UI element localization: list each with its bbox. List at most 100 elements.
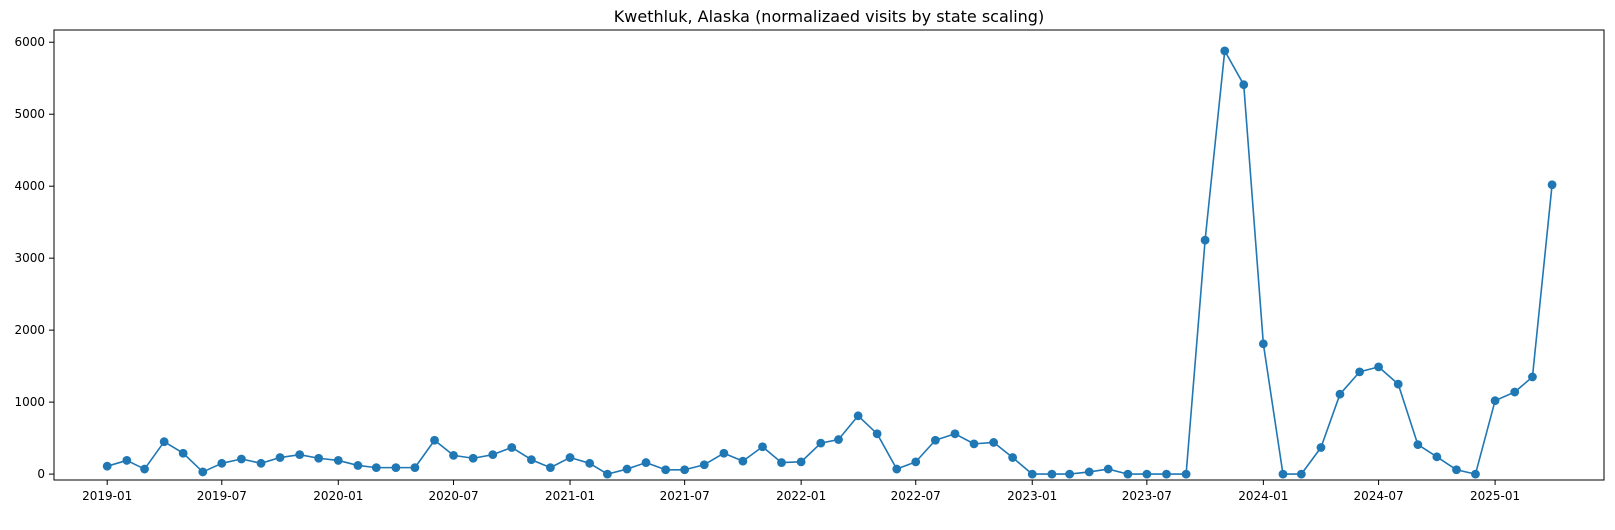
data-point: [371, 463, 381, 473]
y-tick-label: 4000: [14, 179, 45, 193]
data-point: [102, 461, 112, 471]
x-tick-label: 2019-01: [82, 489, 132, 503]
y-tick-label: 6000: [14, 35, 45, 49]
data-point: [585, 458, 595, 468]
data-point: [1547, 180, 1557, 190]
data-point: [1065, 469, 1074, 479]
data-point: [217, 458, 227, 468]
data-point: [1528, 372, 1537, 382]
series-layer: [102, 46, 1557, 479]
data-point: [969, 439, 979, 449]
data-point: [256, 458, 266, 468]
data-point: [853, 411, 863, 421]
data-point: [989, 438, 999, 447]
x-tick-label: 2021-07: [660, 489, 710, 503]
data-point: [1008, 453, 1018, 462]
x-tick-label: 2022-07: [891, 489, 941, 503]
x-axis-ticks: 2019-01 2019-07 2020-01 2020-07 2021-01 2021-…: [82, 480, 1520, 503]
data-point: [680, 465, 690, 475]
data-point: [546, 463, 555, 473]
data-point: [796, 457, 806, 467]
data-point: [816, 438, 826, 448]
data-point: [178, 448, 188, 458]
y-tick-label: 3000: [14, 251, 45, 265]
data-point: [237, 454, 246, 464]
data-point: [911, 457, 921, 467]
x-tick-label: 2020-01: [313, 489, 363, 503]
data-point: [488, 450, 498, 460]
data-point: [1027, 469, 1037, 479]
data-point: [275, 453, 285, 462]
x-tick-label: 2023-07: [1122, 489, 1172, 503]
data-point: [1355, 367, 1364, 377]
data-point: [1490, 396, 1500, 406]
chart-title: Kwethluk, Alaska (normalizaed visits by …: [614, 7, 1044, 26]
data-point: [1258, 339, 1268, 349]
data-point: [507, 443, 517, 452]
x-tick-label: 2020-07: [428, 489, 478, 503]
data-point: [565, 453, 575, 462]
data-point: [930, 435, 940, 445]
data-point: [1181, 469, 1191, 479]
data-point: [758, 442, 767, 452]
data-point: [1393, 379, 1403, 389]
x-tick-label: 2024-07: [1354, 489, 1404, 503]
data-point: [622, 464, 632, 474]
data-point: [641, 458, 651, 467]
y-axis-ticks: 0 1000 2000 3000 4000 5000 6000: [14, 35, 54, 481]
data-point: [1200, 235, 1210, 245]
data-point: [1220, 46, 1230, 56]
data-point: [1452, 465, 1461, 475]
data-point: [892, 464, 902, 474]
data-point: [1084, 467, 1094, 477]
plot-frame: [53, 29, 1605, 481]
data-point: [1432, 452, 1442, 462]
data-point: [353, 461, 363, 470]
x-tick-label: 2024-01: [1238, 489, 1288, 503]
y-tick-label: 5000: [14, 107, 45, 121]
data-point: [1239, 80, 1249, 90]
data-point: [950, 429, 960, 439]
data-point: [333, 456, 343, 465]
y-tick-label: 1000: [14, 395, 45, 409]
y-tick-label: 2000: [14, 323, 45, 337]
data-point: [834, 435, 843, 444]
data-point: [1413, 440, 1423, 449]
data-point: [738, 456, 748, 466]
data-point: [699, 460, 709, 470]
data-point: [391, 463, 401, 473]
data-point: [1316, 443, 1326, 452]
data-point: [314, 453, 324, 463]
data-point: [1142, 469, 1152, 479]
data-point: [661, 465, 671, 475]
data-point: [468, 453, 478, 463]
data-point: [198, 467, 208, 477]
data-point: [719, 448, 729, 458]
data-point: [1335, 389, 1345, 399]
data-point: [140, 464, 149, 474]
data-point: [1471, 469, 1480, 479]
data-point: [410, 463, 420, 473]
data-point: [449, 450, 458, 460]
y-tick-label: 0: [37, 467, 45, 481]
data-point: [159, 437, 169, 447]
data-point: [1296, 469, 1306, 479]
data-point: [1047, 469, 1057, 479]
data-point: [295, 450, 305, 460]
data-point: [1374, 362, 1383, 372]
data-point: [1123, 469, 1133, 479]
data-point: [777, 458, 786, 467]
x-tick-label: 2022-01: [776, 489, 826, 503]
data-point: [430, 435, 439, 445]
data-point: [602, 469, 612, 479]
data-point: [1510, 387, 1520, 397]
data-point: [1278, 469, 1288, 479]
data-point: [122, 456, 132, 465]
series-line: [106, 50, 1553, 475]
data-point: [1103, 464, 1113, 474]
data-point: [1162, 469, 1171, 479]
data-point: [527, 455, 536, 465]
x-tick-label: 2025-01: [1470, 489, 1520, 503]
